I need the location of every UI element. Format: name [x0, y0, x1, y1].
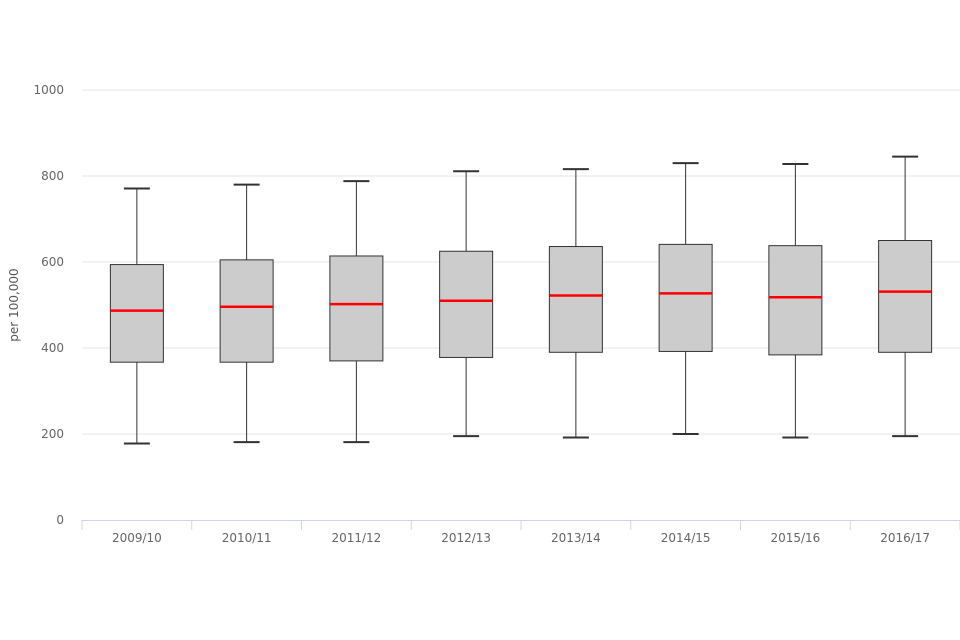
- box-2012-13: [439, 170, 494, 438]
- y-tick-label: 800: [41, 169, 64, 183]
- interquartile-box: [878, 240, 933, 353]
- x-tick-label: 2013/14: [551, 531, 601, 545]
- y-tick-label: 400: [41, 341, 64, 355]
- x-axis-tick-labels: 2009/10 2010/11 2011/12 2012/13 2013/14 2014/…: [112, 531, 930, 545]
- x-tick-label: 2016/17: [880, 531, 930, 545]
- box-2015-16: [768, 162, 823, 439]
- box-2013-14: [548, 168, 603, 439]
- interquartile-box: [219, 259, 274, 363]
- interquartile-box: [548, 246, 603, 353]
- box-2014-15: [658, 162, 713, 435]
- y-axis-tick-labels: 0 200 400 600 800 1000: [33, 83, 64, 527]
- x-tick-label: 2014/15: [661, 531, 711, 545]
- x-tick-label: 2012/13: [441, 531, 491, 545]
- y-axis-title: per 100,000: [7, 268, 21, 341]
- x-tick-label: 2011/12: [331, 531, 381, 545]
- box-series: [109, 155, 933, 445]
- interquartile-box: [768, 245, 823, 356]
- box-2016-17: [878, 155, 933, 438]
- grid-lines: [82, 89, 960, 435]
- interquartile-box: [439, 250, 494, 358]
- x-tick-label: 2009/10: [112, 531, 162, 545]
- x-tick-label: 2015/16: [770, 531, 820, 545]
- box-2010-11: [219, 183, 274, 444]
- box-2009-10: [109, 187, 164, 445]
- interquartile-box: [109, 264, 164, 363]
- x-tick-label: 2010/11: [222, 531, 272, 545]
- y-tick-label: 600: [41, 255, 64, 269]
- interquartile-box: [658, 243, 713, 352]
- y-tick-label: 1000: [33, 83, 64, 97]
- box-2011-12: [329, 180, 384, 444]
- y-tick-label: 0: [56, 513, 64, 527]
- x-axis: [81, 520, 960, 530]
- interquartile-box: [329, 255, 384, 362]
- y-tick-label: 200: [41, 427, 64, 441]
